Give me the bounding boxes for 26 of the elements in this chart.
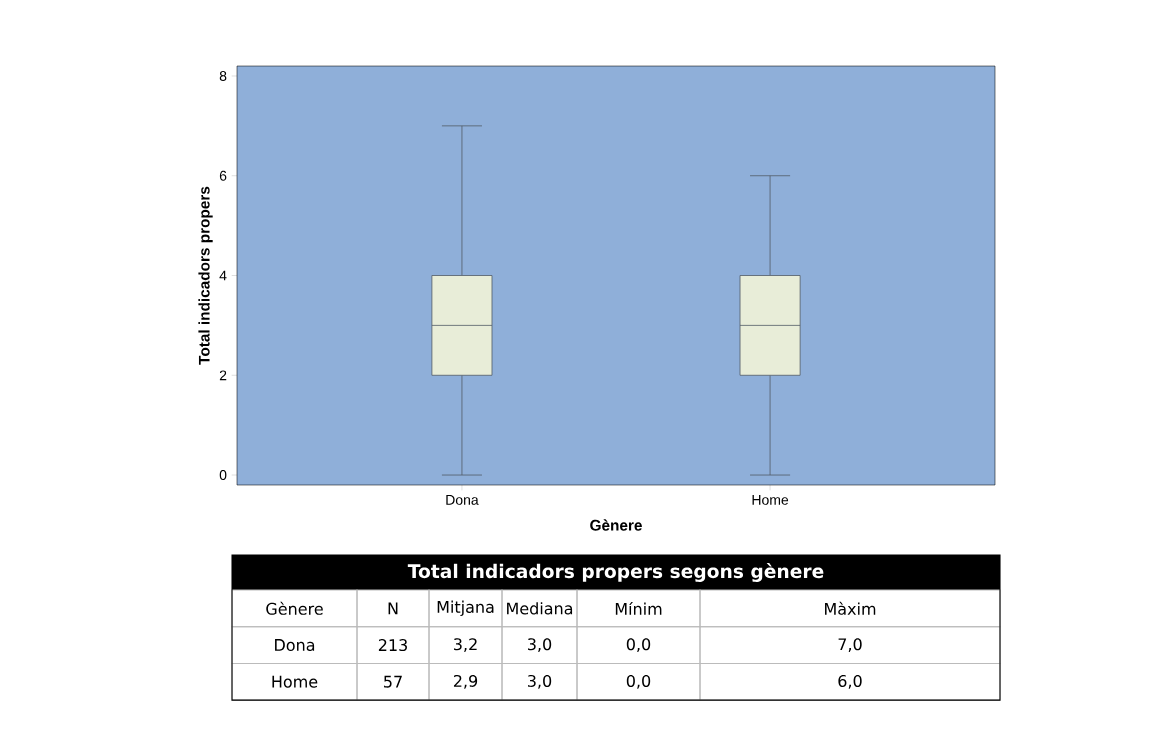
y-tick-label: 2 (219, 370, 227, 381)
text: 213 (378, 639, 407, 652)
category-label: Mitjana (437, 600, 494, 617)
category-label: Mínim (615, 601, 662, 615)
text: 0,0 (626, 674, 651, 689)
text: Home (272, 675, 318, 688)
text: 3,0 (528, 674, 552, 689)
text: 7,0 (838, 638, 862, 652)
text: 2,9 (453, 674, 478, 689)
category-label: Mediana (507, 602, 573, 615)
category-label: Gènere (266, 601, 323, 615)
text: 57 (384, 675, 402, 688)
text: Dona (275, 639, 315, 652)
category-label: N (388, 602, 398, 615)
x-axis-title: Gènere (590, 519, 642, 531)
y-tick-label: 8 (219, 71, 227, 81)
text: Total indicadors propers segons gènere (407, 563, 824, 582)
y-tick-label: 4 (219, 270, 227, 281)
text: 6,0 (838, 674, 862, 689)
y-tick-label: 0 (219, 470, 227, 480)
y-axis-title: Total indicadors propers (198, 186, 213, 365)
text: 3,0 (528, 638, 552, 652)
category-label: Màxim (825, 601, 876, 615)
y-tick-label: 6 (219, 170, 227, 181)
text: 3,2 (454, 638, 477, 652)
text: 0,0 (626, 638, 651, 652)
